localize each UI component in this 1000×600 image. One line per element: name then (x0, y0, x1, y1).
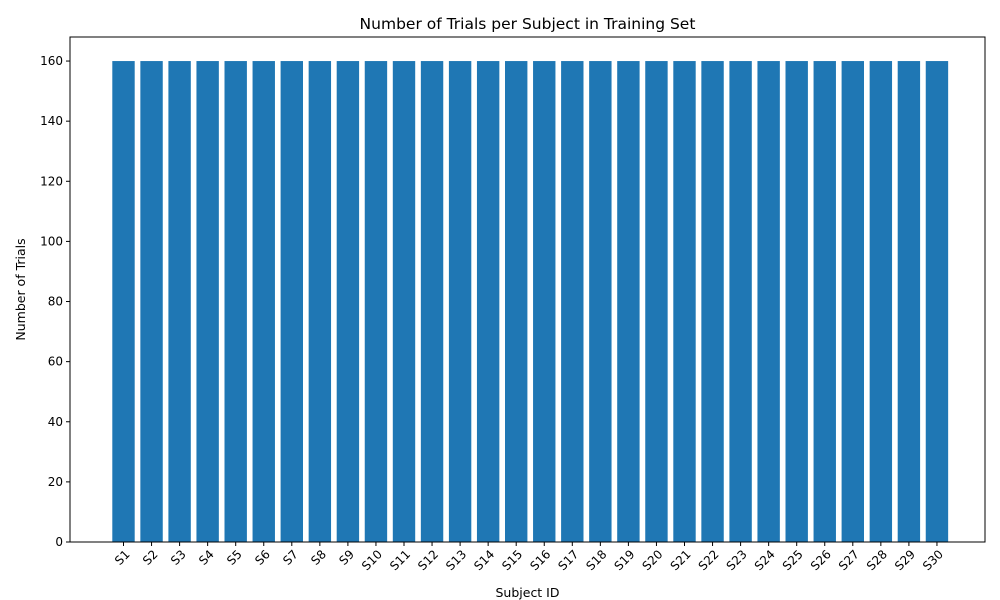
bar-s1 (112, 61, 135, 543)
bar-s6 (252, 61, 275, 543)
chart-title: Number of Trials per Subject in Training… (360, 15, 696, 33)
x-tick-label: S6 (252, 547, 273, 568)
y-tick-label: 160 (40, 54, 63, 68)
y-tick-label: 140 (40, 114, 63, 128)
x-tick-label: S18 (583, 547, 609, 573)
x-tick-label: S23 (724, 547, 750, 573)
x-tick-label: S10 (359, 547, 385, 573)
bar-s13 (448, 61, 472, 543)
x-tick-label: S15 (499, 547, 525, 573)
x-tick-label: S20 (639, 547, 665, 573)
bar-s17 (561, 61, 584, 543)
x-tick-label: S5 (224, 547, 245, 568)
y-tick-label: 20 (48, 475, 63, 489)
bar-s12 (420, 61, 444, 543)
bars-group (112, 61, 949, 543)
bar-s25 (785, 61, 808, 543)
bar-s26 (813, 61, 836, 543)
bar-s24 (757, 61, 780, 543)
bar-s23 (729, 61, 752, 543)
x-tick-label: S29 (892, 547, 918, 573)
bar-s27 (841, 61, 864, 543)
bar-s29 (897, 61, 921, 543)
x-tick-label: S1 (112, 547, 133, 568)
x-tick-label: S22 (696, 547, 722, 573)
bar-s3 (168, 61, 191, 543)
bar-s21 (673, 61, 696, 543)
bar-s11 (392, 61, 416, 543)
bar-s16 (533, 61, 556, 543)
x-tick-label: S19 (611, 547, 637, 573)
bar-s28 (869, 61, 893, 543)
x-axis-ticks: S1 S2 S3 S4 S5 S6 S7 S8 S9 S10 S11 S12 S13 S14 S15 S16 S… (112, 542, 946, 573)
y-tick-label: 120 (40, 174, 63, 188)
x-tick-label: S27 (836, 547, 862, 573)
bar-s4 (196, 61, 219, 543)
bar-s15 (505, 61, 528, 543)
y-tick-label: 60 (48, 355, 63, 369)
x-tick-label: S21 (668, 547, 694, 573)
bar-s5 (224, 61, 247, 543)
x-tick-label: S13 (443, 547, 469, 573)
bar-s10 (364, 61, 388, 543)
y-tick-label: 100 (40, 234, 63, 248)
x-tick-label: S11 (387, 547, 413, 573)
x-tick-label: S4 (196, 547, 217, 568)
x-tick-label: S28 (864, 547, 890, 573)
x-tick-label: S16 (527, 547, 553, 573)
y-tick-label: 0 (55, 535, 63, 549)
bar-s14 (476, 61, 500, 543)
bar-s20 (645, 61, 668, 543)
y-axis-ticks: 0 20 40 60 80 100 120 140 160 (40, 54, 70, 549)
bar-s7 (280, 61, 303, 543)
x-tick-label: S8 (308, 547, 329, 568)
x-tick-label: S2 (140, 547, 161, 568)
bar-s30 (925, 61, 949, 543)
x-tick-label: S25 (780, 547, 806, 573)
x-tick-label: S17 (555, 547, 581, 573)
y-tick-label: 80 (48, 295, 63, 309)
x-tick-label: S12 (415, 547, 441, 573)
x-tick-label: S24 (752, 547, 778, 573)
y-tick-label: 40 (48, 415, 63, 429)
x-tick-label: S3 (168, 547, 189, 568)
x-tick-label: S26 (808, 547, 834, 573)
x-tick-label: S30 (920, 547, 946, 573)
bar-s8 (308, 61, 332, 543)
bar-s9 (336, 61, 360, 543)
plot-frame (69, 36, 986, 543)
x-tick-label: S9 (336, 547, 357, 568)
bar-s18 (589, 61, 612, 543)
x-tick-label: S7 (280, 547, 301, 568)
x-tick-label: S14 (471, 547, 497, 573)
x-axis-label: Subject ID (495, 585, 559, 600)
bar-s19 (617, 61, 640, 543)
bar-s22 (701, 61, 724, 543)
y-axis-label: Number of Trials (13, 238, 28, 340)
bar-s2 (140, 61, 163, 543)
